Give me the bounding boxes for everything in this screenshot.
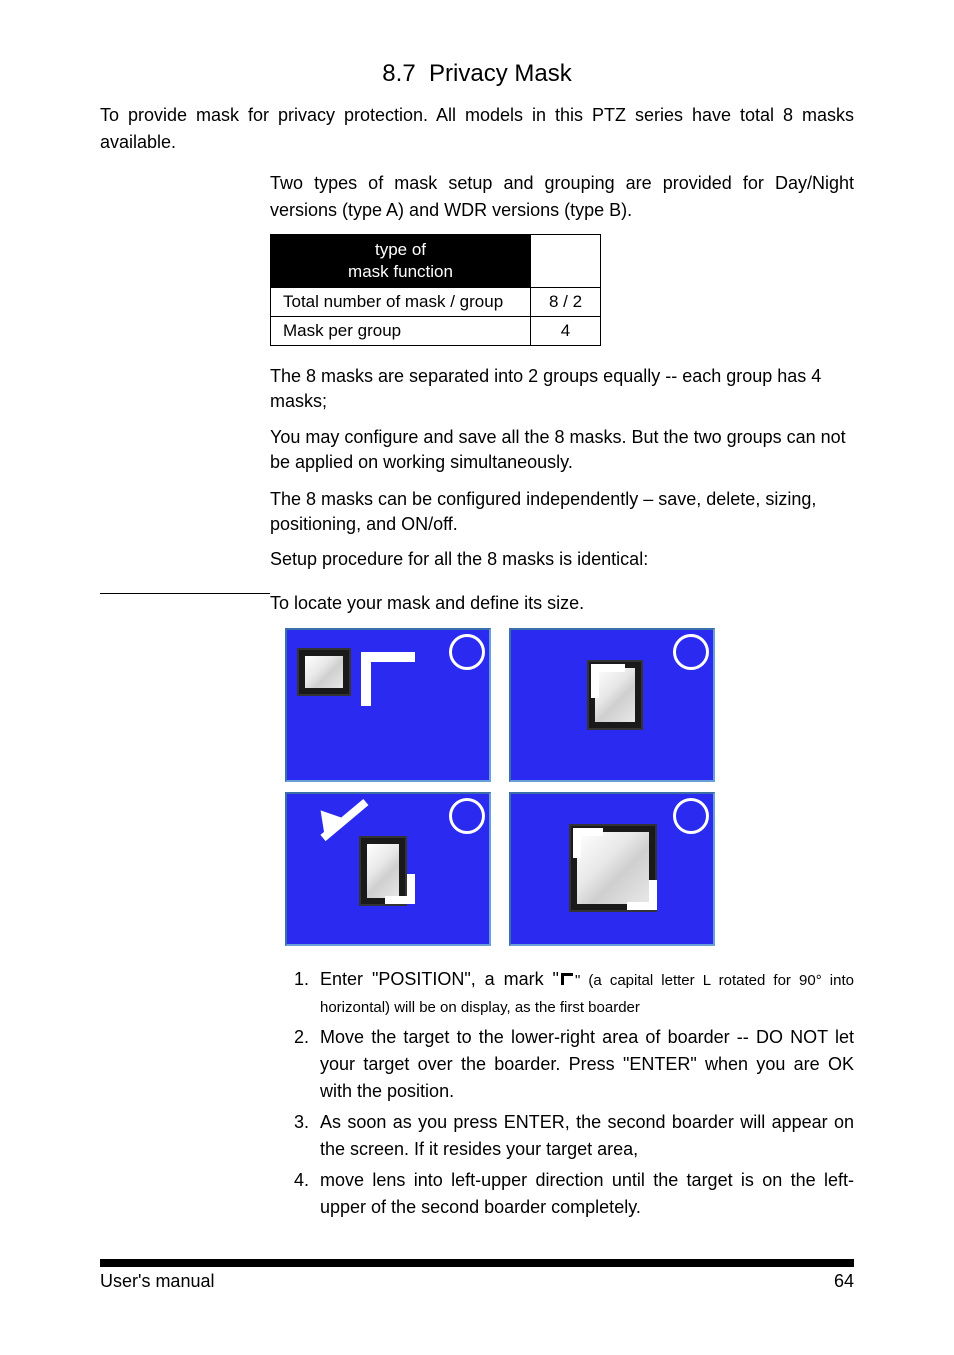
- position-text: To locate your mask and define its size.: [270, 593, 584, 614]
- diagram-panels: [285, 628, 854, 946]
- l-mark-icon: [591, 664, 625, 698]
- footer-page-number: 64: [834, 1271, 854, 1292]
- table-row: Mask per group 4: [271, 317, 601, 346]
- page-footer: User's manual 64: [100, 1271, 854, 1292]
- groups-paragraph-2: You may configure and save all the 8 mas…: [270, 425, 854, 475]
- l-mark-icon: [361, 652, 415, 706]
- table-row: Total number of mask / group 8 / 2: [271, 288, 601, 317]
- mask-table: type of mask function Total number of ma…: [270, 234, 601, 346]
- l-mark-icon: [573, 828, 603, 858]
- l-glyph-icon: [561, 973, 573, 985]
- picture-frame: [297, 648, 351, 696]
- footer-left: User's manual: [100, 1271, 214, 1292]
- table-cell-value: 8 / 2: [531, 288, 601, 317]
- corner-circle-icon: [449, 798, 485, 834]
- panel-1: [285, 628, 491, 782]
- table-header-blank: [531, 235, 601, 288]
- step-item: Enter "POSITION", a mark "" (a capital l…: [314, 966, 854, 1020]
- step-item: Move the target to the lower-right area …: [314, 1024, 854, 1105]
- section-number: 8.7: [382, 60, 415, 87]
- l-mark-icon: [627, 880, 657, 910]
- position-label-underline: [100, 593, 270, 614]
- step-text-pre: Enter "POSITION", a mark ": [320, 969, 559, 989]
- panel-2: [509, 628, 715, 782]
- step-item: As soon as you press ENTER, the second b…: [314, 1109, 854, 1163]
- table-cell-label: Mask per group: [271, 317, 531, 346]
- footer-rule: [100, 1259, 854, 1267]
- section-name: Privacy Mask: [429, 60, 572, 87]
- section-title: 8.7 Privacy Mask: [100, 60, 854, 88]
- config-paragraph: The 8 masks can be configured independen…: [270, 487, 854, 537]
- step-item: move lens into left-upper direction unti…: [314, 1167, 854, 1221]
- table-cell-value: 4: [531, 317, 601, 346]
- panel-3: [285, 792, 491, 946]
- setup-paragraph: Setup procedure for all the 8 masks is i…: [270, 547, 854, 572]
- steps-list: Enter "POSITION", a mark "" (a capital l…: [270, 966, 854, 1221]
- corner-circle-icon: [673, 634, 709, 670]
- panel-4: [509, 792, 715, 946]
- l-mark-icon: [385, 874, 415, 904]
- types-paragraph: Two types of mask setup and grouping are…: [270, 170, 854, 224]
- table-cell-label: Total number of mask / group: [271, 288, 531, 317]
- table-header: type of mask function: [271, 235, 531, 288]
- corner-circle-icon: [673, 798, 709, 834]
- groups-paragraph-1: The 8 masks are separated into 2 groups …: [270, 364, 854, 414]
- intro-paragraph: To provide mask for privacy protection. …: [100, 102, 854, 156]
- corner-circle-icon: [449, 634, 485, 670]
